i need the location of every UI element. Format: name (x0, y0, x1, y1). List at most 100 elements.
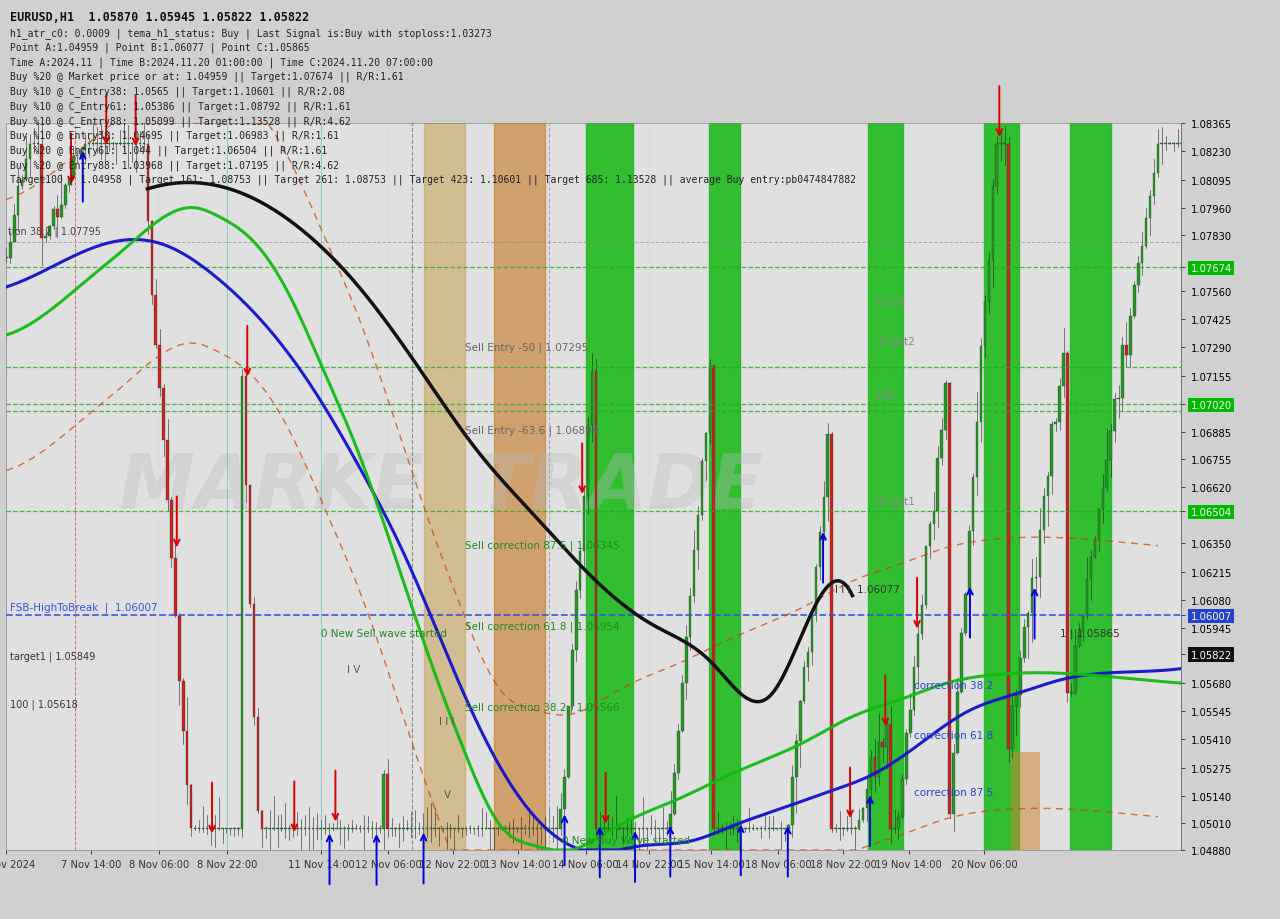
Bar (316, 828, 319, 829)
Bar (586, 425, 589, 496)
Bar (838, 828, 841, 829)
Bar (37, 144, 40, 145)
Bar (218, 828, 220, 829)
Bar (202, 828, 205, 829)
Bar (426, 828, 429, 829)
Bar (174, 559, 177, 616)
Bar (17, 187, 19, 215)
Bar (1161, 144, 1164, 145)
Bar (1027, 614, 1029, 627)
Bar (713, 367, 716, 829)
Bar (76, 156, 78, 157)
Bar (280, 828, 283, 829)
Bar (45, 237, 47, 239)
Bar (1074, 647, 1076, 693)
Bar (1089, 557, 1092, 580)
Text: correction 61.8: correction 61.8 (914, 731, 993, 741)
Text: Buy %10 @ C_Entry88: 1.05099 || Target:1.13528 || R/R:4.62: Buy %10 @ C_Entry88: 1.05099 || Target:1… (10, 116, 351, 127)
Bar (123, 144, 125, 145)
Bar (351, 828, 353, 829)
Bar (717, 828, 719, 829)
Bar (434, 828, 436, 829)
Bar (68, 179, 70, 186)
Bar (508, 828, 511, 829)
Bar (442, 828, 444, 829)
Bar (1070, 124, 1111, 850)
Text: 0 New Buy Wave started: 0 New Buy Wave started (562, 834, 690, 845)
Bar (611, 828, 613, 829)
Bar (681, 683, 684, 731)
Bar (461, 828, 463, 829)
Bar (972, 477, 974, 532)
Bar (732, 828, 735, 829)
Bar (831, 435, 833, 829)
Text: I V: I V (347, 664, 361, 674)
Bar (494, 124, 544, 850)
Bar (626, 828, 628, 829)
Bar (1125, 346, 1128, 356)
Bar (527, 828, 530, 829)
Bar (225, 828, 228, 829)
Bar (96, 144, 99, 145)
Text: I I I  1.06077: I I I 1.06077 (835, 584, 900, 595)
Bar (520, 828, 522, 829)
Bar (1000, 144, 1002, 145)
Bar (582, 496, 585, 551)
Bar (854, 828, 856, 829)
Bar (1055, 423, 1057, 425)
Bar (787, 824, 790, 829)
Bar (540, 828, 543, 829)
Bar (1030, 578, 1033, 614)
Text: FSB-HighToBreak  |  1.06007: FSB-HighToBreak | 1.06007 (10, 602, 157, 613)
Bar (324, 828, 326, 829)
Bar (579, 551, 581, 590)
Bar (622, 828, 625, 829)
Bar (24, 160, 27, 181)
Bar (5, 257, 8, 258)
Bar (1043, 496, 1046, 530)
Bar (728, 828, 731, 829)
Bar (960, 633, 963, 692)
Bar (1121, 346, 1124, 399)
Bar (874, 756, 877, 777)
Bar (131, 144, 133, 145)
Bar (155, 296, 157, 346)
Bar (630, 828, 632, 829)
Bar (20, 181, 23, 187)
Text: Point A:1.04959 | Point B:1.06077 | Point C:1.05865: Point A:1.04959 | Point B:1.06077 | Poin… (10, 42, 310, 52)
Bar (945, 383, 947, 431)
Bar (1085, 580, 1088, 616)
Bar (878, 743, 881, 777)
Bar (64, 186, 67, 206)
Bar (163, 389, 165, 440)
Bar (1144, 220, 1147, 247)
Bar (599, 828, 602, 829)
Text: 161.8: 161.8 (876, 297, 906, 307)
Bar (9, 243, 12, 258)
Bar (559, 809, 562, 829)
Bar (237, 828, 239, 829)
Bar (142, 144, 145, 145)
Bar (1051, 425, 1053, 477)
Bar (265, 828, 268, 829)
Bar (956, 692, 959, 753)
Bar (127, 144, 129, 145)
Bar (634, 828, 636, 829)
Bar (151, 221, 154, 296)
Bar (709, 124, 740, 850)
Bar (355, 828, 357, 829)
Bar (799, 701, 801, 741)
Text: V: V (443, 789, 451, 799)
Bar (1066, 354, 1069, 693)
Bar (916, 634, 919, 667)
Bar (1023, 627, 1025, 658)
Bar (795, 741, 797, 777)
Bar (166, 440, 169, 501)
Bar (751, 828, 754, 829)
Text: MARKE  TRADE: MARKE TRADE (119, 450, 763, 524)
Bar (858, 820, 860, 829)
Bar (252, 605, 255, 717)
Bar (552, 828, 554, 829)
Bar (814, 567, 817, 614)
Bar (193, 828, 196, 829)
